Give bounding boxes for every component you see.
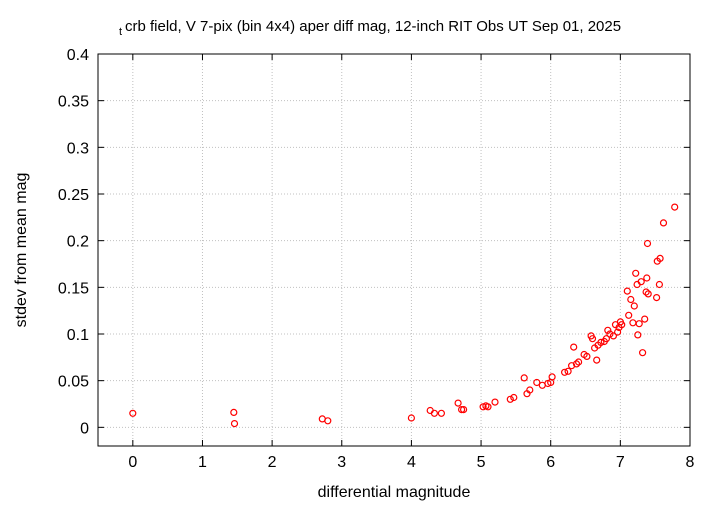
data-point bbox=[510, 393, 518, 402]
grid bbox=[98, 54, 690, 446]
data-point bbox=[659, 219, 668, 227]
x-tick-label: 5 bbox=[477, 454, 486, 471]
data-point bbox=[609, 332, 618, 340]
x-tick-label: 3 bbox=[337, 454, 346, 471]
data-point bbox=[606, 330, 614, 338]
data-point bbox=[643, 239, 652, 248]
data-point bbox=[324, 417, 332, 425]
data-point bbox=[129, 409, 137, 417]
data-point bbox=[460, 406, 468, 414]
data-point bbox=[637, 278, 645, 286]
data-point bbox=[548, 373, 556, 381]
data-point bbox=[671, 203, 679, 211]
data-point bbox=[560, 368, 569, 376]
data-points bbox=[129, 203, 679, 428]
data-point bbox=[564, 367, 572, 375]
data-point bbox=[652, 294, 661, 302]
data-point bbox=[533, 378, 541, 387]
x-tick-label: 1 bbox=[198, 454, 207, 471]
data-point bbox=[593, 356, 601, 364]
data-point bbox=[655, 280, 664, 289]
data-point bbox=[613, 328, 622, 336]
data-point bbox=[484, 403, 492, 411]
data-point bbox=[632, 269, 640, 277]
data-point bbox=[627, 295, 635, 304]
data-point bbox=[634, 331, 642, 339]
data-point bbox=[572, 360, 581, 368]
y-tick-label: 0.35 bbox=[58, 94, 89, 111]
data-point bbox=[642, 288, 650, 296]
data-point bbox=[454, 399, 462, 407]
y-tick-label: 0.05 bbox=[58, 374, 89, 391]
data-point bbox=[520, 374, 528, 382]
y-tick-label: 0.1 bbox=[67, 327, 89, 344]
data-point bbox=[604, 326, 612, 334]
y-tick-label: 0.15 bbox=[58, 280, 89, 297]
tick-labels: 0 1 2 3 4 5 6 7 8 0 0.05 0.1 0.15 0.2 0.25 0.3 0.35 0.4 bbox=[58, 47, 695, 471]
data-point bbox=[230, 420, 239, 428]
data-point bbox=[588, 335, 597, 343]
data-point bbox=[526, 386, 534, 394]
data-point bbox=[635, 320, 643, 328]
y-tick-label: 0.2 bbox=[67, 234, 89, 251]
y-tick-label: 0.4 bbox=[67, 47, 89, 64]
data-point bbox=[407, 414, 415, 422]
x-tick-label: 2 bbox=[268, 454, 277, 471]
data-point bbox=[625, 311, 633, 319]
y-tick-label: 0 bbox=[80, 420, 89, 437]
data-point bbox=[430, 409, 438, 417]
data-point bbox=[644, 290, 652, 298]
data-point bbox=[597, 338, 605, 346]
chart-title: crb field, V 7-pix (bin 4x4) aper diff m… bbox=[125, 18, 621, 35]
y-tick-label: 0.3 bbox=[67, 140, 89, 157]
data-point bbox=[437, 409, 445, 417]
data-point bbox=[643, 274, 651, 282]
axis-ticks bbox=[98, 53, 691, 446]
y-tick-label: 0.25 bbox=[58, 187, 89, 204]
chart-title-prefix: t bbox=[119, 26, 122, 38]
data-point bbox=[630, 302, 638, 310]
data-point bbox=[602, 335, 611, 343]
data-point bbox=[458, 406, 466, 414]
data-point bbox=[623, 287, 631, 295]
x-axis-title: differential magnitude bbox=[318, 484, 471, 501]
x-tick-label: 6 bbox=[546, 454, 555, 471]
data-point bbox=[506, 395, 514, 403]
data-point bbox=[629, 319, 637, 327]
data-point bbox=[583, 352, 591, 360]
x-tick-label: 7 bbox=[616, 454, 625, 471]
data-point bbox=[570, 343, 578, 351]
data-point bbox=[574, 358, 583, 366]
data-point bbox=[641, 315, 649, 323]
data-point bbox=[618, 321, 626, 329]
plot-frame bbox=[97, 53, 691, 447]
y-axis-title: stdev from mean mag bbox=[13, 173, 30, 328]
data-point bbox=[491, 398, 499, 406]
data-point bbox=[230, 408, 238, 416]
x-tick-label: 8 bbox=[686, 454, 695, 471]
x-tick-label: 4 bbox=[407, 454, 416, 471]
x-tick-label: 0 bbox=[128, 454, 137, 471]
data-point bbox=[638, 349, 647, 357]
data-point bbox=[656, 254, 664, 262]
